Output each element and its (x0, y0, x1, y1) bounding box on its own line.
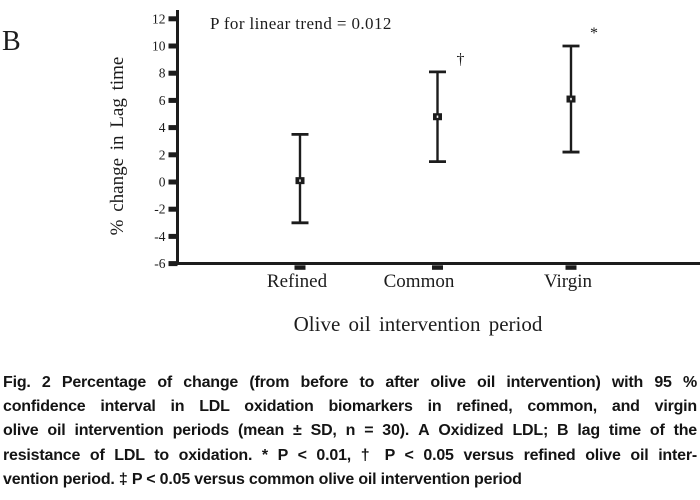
y-tick-label: -6 (154, 256, 165, 271)
category-label: Common (384, 271, 455, 292)
caption-line: resistance of LDL to oxidation. * P < 0.… (3, 444, 697, 468)
caption-bold-text: Fig. 2 (3, 374, 51, 391)
p-for-linear-trend-annotation: P for linear trend = 0.012 (210, 14, 392, 33)
y-tick-mark (168, 16, 178, 22)
lag-time-errorbar-chart: 12 10 8 6 4 2 0 -2 -4 -6 Refined Common † Virgin * (152, 10, 700, 292)
category-label: Refined (267, 271, 328, 292)
y-tick-mark (168, 125, 178, 131)
y-tick-label: 10 (152, 39, 166, 54)
y-tick-mark (168, 261, 178, 267)
y-tick-label: 6 (159, 93, 166, 108)
caption-line: vention period. ‡ P < 0.05 versus common… (3, 468, 697, 492)
y-tick-mark (168, 70, 178, 76)
mean-marker-notch (299, 179, 301, 182)
y-tick-label: -2 (154, 202, 165, 217)
figure-caption: Fig. 2 Percentage of change (from before… (3, 371, 697, 492)
y-tick-label: 8 (159, 66, 166, 81)
significance-marker: † (457, 51, 465, 68)
y-tick-mark (168, 152, 178, 158)
y-tick-label: 2 (159, 147, 166, 162)
caption-line: confidence interval in LDL oxidation bio… (3, 395, 697, 419)
x-tick-mark (565, 265, 577, 270)
y-tick-mark (168, 97, 178, 103)
caption-line: olive oil intervention periods (mean ± S… (3, 419, 697, 443)
mean-marker-notch (570, 97, 572, 101)
mean-marker-notch (436, 115, 439, 118)
x-axis-label: Olive oil intervention period (293, 312, 543, 336)
caption-line: Fig. 2 Percentage of change (from before… (3, 371, 697, 395)
x-tick-mark (432, 265, 443, 270)
caption-text: Oxidized LDL; (429, 422, 558, 440)
y-tick-mark (168, 206, 178, 212)
y-tick-label: 0 (159, 175, 166, 190)
caption-text: Percentage of change (from before to aft… (50, 374, 697, 391)
panel-label-b: B (2, 26, 21, 57)
caption-text: vention period. ‡ P < 0.05 versus common… (3, 470, 522, 488)
y-tick-mark (168, 233, 178, 239)
caption-text: lag time of the (568, 422, 698, 440)
y-tick-mark (168, 43, 178, 49)
y-tick-label: 12 (152, 11, 166, 26)
y-tick-label: -4 (154, 229, 165, 244)
caption-text: olive oil intervention periods (mean ± S… (3, 422, 419, 440)
caption-text: confidence interval in LDL oxidation bio… (3, 398, 697, 416)
caption-bold-text: A (418, 422, 430, 440)
y-tick-label: 4 (159, 120, 166, 135)
caption-text: resistance of LDL to oxidation. * P < 0.… (3, 446, 697, 464)
category-label: Virgin (544, 271, 593, 292)
y-tick-mark (168, 179, 178, 185)
caption-bold-text: B (557, 422, 569, 440)
x-tick-mark (294, 265, 306, 270)
significance-marker: * (590, 25, 598, 42)
